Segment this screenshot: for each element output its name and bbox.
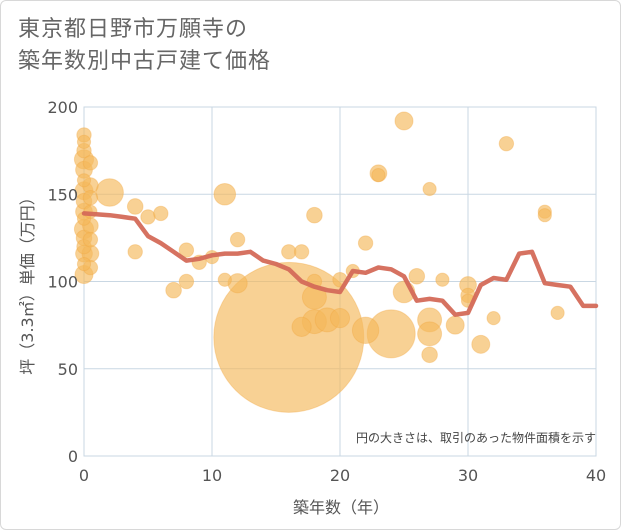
x-tick-label: 10: [202, 466, 222, 485]
y-tick-label: 50: [58, 360, 78, 379]
data-point: [422, 181, 437, 197]
y-tick-label: 0: [68, 447, 78, 466]
data-point: [127, 244, 143, 260]
data-point: [550, 305, 565, 321]
data-point: [76, 256, 92, 272]
data-point: [351, 316, 380, 345]
data-point: [281, 244, 297, 260]
data-point: [165, 281, 182, 299]
chart-title-line-2: 築年数別中古戸建て価格: [18, 49, 272, 74]
data-point: [213, 182, 237, 206]
data-point: [394, 111, 414, 131]
data-point: [140, 209, 156, 225]
y-axis-label: 坪（3.3㎡）単価（万円）: [18, 189, 37, 374]
y-tick-label: 150: [47, 185, 78, 204]
chart-title: 東京都日野市万願寺の 築年数別中古戸建て価格: [18, 14, 271, 78]
y-tick-label: 100: [47, 273, 78, 292]
bubble-layer: [73, 111, 565, 413]
data-point: [306, 206, 323, 224]
data-point: [76, 173, 92, 188]
x-tick-label: 40: [586, 466, 606, 485]
x-tick-label: 20: [330, 466, 350, 485]
data-point: [408, 267, 426, 285]
data-point: [291, 316, 312, 337]
y-tick-label: 200: [47, 98, 78, 117]
data-point: [126, 198, 144, 215]
data-point: [486, 311, 501, 326]
data-point: [178, 273, 195, 290]
trend-line: [81, 211, 599, 317]
data-point: [82, 231, 99, 248]
data-point: [76, 134, 92, 149]
x-axis-label: 築年数（年）: [293, 498, 389, 517]
data-point: [178, 242, 195, 258]
data-point: [95, 178, 124, 207]
data-point: [471, 334, 491, 354]
x-tick-label: 0: [79, 466, 89, 485]
data-point: [293, 244, 310, 260]
data-point: [421, 346, 438, 364]
tick-labels: 0 10 20 30 40 0 50 100 150 200: [47, 98, 606, 485]
data-point: [445, 315, 465, 335]
data-point: [435, 272, 450, 287]
x-tick-label: 30: [458, 466, 478, 485]
data-point: [153, 205, 169, 222]
data-point: [217, 272, 232, 287]
data-point: [82, 155, 99, 171]
data-point: [229, 231, 246, 248]
data-point: [329, 308, 351, 329]
bubble-size-note: 円の大きさは、取引のあった物件面積を示す: [356, 430, 596, 445]
data-point: [371, 167, 386, 183]
data-point: [498, 135, 515, 152]
chart-title-line-1: 東京都日野市万願寺の: [18, 17, 249, 42]
data-point: [537, 208, 552, 223]
data-point: [82, 190, 99, 206]
data-point: [357, 235, 374, 251]
trend-line-layer: [81, 211, 599, 317]
data-point: [417, 321, 443, 347]
